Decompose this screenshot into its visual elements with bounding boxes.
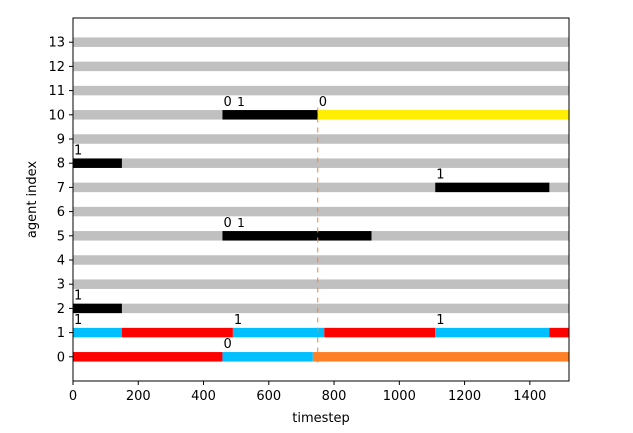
bar-annotation: 1 <box>234 313 242 328</box>
bar-segment <box>73 255 569 265</box>
bar-segment <box>73 85 569 96</box>
x-tick-label: 1200 <box>448 389 481 404</box>
bar-annotation: 0 <box>223 337 231 352</box>
bar-segment <box>73 61 569 72</box>
bar-segment <box>435 182 550 193</box>
y-tick-label: 4 <box>57 254 65 269</box>
bar-segment <box>73 182 436 193</box>
bar-annotation: 0 <box>223 216 231 231</box>
x-tick-label: 200 <box>126 389 151 404</box>
y-tick-label: 2 <box>57 302 65 317</box>
y-tick-label: 9 <box>57 133 65 148</box>
bar-segment <box>549 327 569 338</box>
bar-segment <box>324 327 436 338</box>
x-axis: 0 200 400 600 800 1000 1200 1400 <box>69 381 546 404</box>
bar-segment <box>222 110 318 120</box>
bar-segment <box>371 231 569 241</box>
y-tick-label: 6 <box>57 205 65 220</box>
bar-annotation: 0 <box>223 95 231 110</box>
axes-frame <box>72 17 570 382</box>
bar-annotation: 1 <box>74 144 82 159</box>
y-tick-label: 5 <box>57 229 65 244</box>
bar-segment <box>73 134 569 144</box>
bar-annotation: 0 <box>319 95 327 110</box>
bar-segment <box>73 37 569 47</box>
y-tick-label: 13 <box>48 36 65 51</box>
x-tick-label: 600 <box>256 389 281 404</box>
bar-annotation: 1 <box>74 313 82 328</box>
bar-segment <box>312 352 569 362</box>
y-tick-label: 12 <box>48 60 65 75</box>
bar-segment <box>121 327 233 338</box>
bar-annotation: 1 <box>74 289 82 304</box>
bar-annotation: 1 <box>436 313 444 328</box>
x-tick-label: 1400 <box>513 389 546 404</box>
bar-segment <box>73 231 223 241</box>
y-tick-label: 8 <box>57 157 65 172</box>
x-tick-label: 0 <box>69 389 77 404</box>
y-tick-label: 1 <box>57 326 65 341</box>
x-tick-label: 1000 <box>383 389 416 404</box>
bar-segment <box>549 182 569 193</box>
bar-segment <box>73 110 223 120</box>
y-axis-label: agent index <box>25 161 40 239</box>
bar-segment <box>121 158 570 168</box>
bar-segment <box>73 352 223 362</box>
bar-segment <box>73 206 569 217</box>
x-axis-label: timestep <box>292 411 350 426</box>
y-tick-label: 0 <box>57 350 65 365</box>
x-tick-label: 800 <box>322 389 347 404</box>
bar-segment <box>435 327 550 338</box>
y-tick-label: 7 <box>57 181 65 196</box>
bar-segment <box>222 352 313 362</box>
y-tick-label: 10 <box>48 108 65 123</box>
bar-segment <box>222 231 372 241</box>
bar-segment <box>73 327 122 338</box>
bar-annotation: 1 <box>436 168 444 183</box>
bar-segment <box>73 279 569 289</box>
x-tick-label: 400 <box>191 389 216 404</box>
bar-segment <box>232 327 325 338</box>
bar-annotation: 1 <box>237 216 245 230</box>
plot-area <box>73 37 570 362</box>
y-tick-label: 11 <box>48 84 65 99</box>
bar-segment <box>121 303 570 314</box>
bar-segment <box>73 158 122 168</box>
bar-segment <box>317 110 569 120</box>
y-tick-label: 3 <box>57 278 65 293</box>
bar-annotation: 1 <box>237 95 245 109</box>
bar-segment <box>73 303 122 314</box>
